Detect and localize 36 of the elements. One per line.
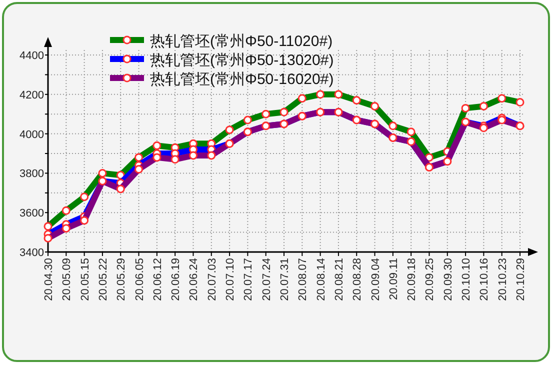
x-tick-label: 20.08.07 [297,258,310,301]
y-tick-label: 3400 [20,247,44,259]
x-tick-label: 20.10.23 [496,258,509,301]
x-tick-label: 20.06.24 [188,258,200,301]
y-tick-label: 4200 [20,89,44,102]
x-tick-label: 20.07.31 [279,258,291,301]
x-tick-label: 20.09.25 [424,258,436,301]
x-tick-label: 20.04.30 [43,258,55,301]
y-tick-label: 3800 [20,168,44,180]
legend-label: 热轧管坯(常州Φ50-11020#) [150,33,333,50]
x-tick-label: 20.05.22 [97,258,110,301]
x-tick-label: 20.05.09 [61,258,74,301]
legend-label: 热轧管坯(常州Φ50-16020#) [150,71,334,88]
x-tick-label: 20.10.10 [460,258,473,301]
x-tick-label: 20.10.16 [478,258,491,301]
x-tick-label: 20.05.15 [79,258,92,301]
x-tick-label: 20.06.05 [134,258,146,301]
x-tick-label: 20.08.21 [333,258,346,301]
x-tick-label: 20.09.11 [388,258,400,300]
y-tick-label: 4400 [20,50,44,62]
x-tick-label: 20.06.19 [170,258,182,301]
x-tick-label: 20.06.12 [152,258,164,301]
x-tick-label: 20.07.17 [242,258,255,301]
x-tick-label: 20.08.28 [352,258,364,301]
x-tick-label: 20.09.04 [370,258,382,301]
legend-label: 热轧管坯(常州Φ50-13020#) [150,52,334,69]
x-tick-label: 20.07.10 [224,258,237,301]
x-tick-label: 20.07.24 [260,258,273,301]
x-tick-label: 20.09.30 [442,258,454,301]
y-tick-label: 3600 [20,208,44,220]
x-tick-label: 20.08.14 [315,258,328,301]
x-tick-label: 20.07.03 [206,258,218,301]
x-tick-label: 20.10.29 [515,258,527,301]
x-tick-label: 20.09.18 [406,258,418,301]
y-tick-label: 4000 [20,128,44,141]
x-tick-label: 20.05.29 [116,258,128,301]
